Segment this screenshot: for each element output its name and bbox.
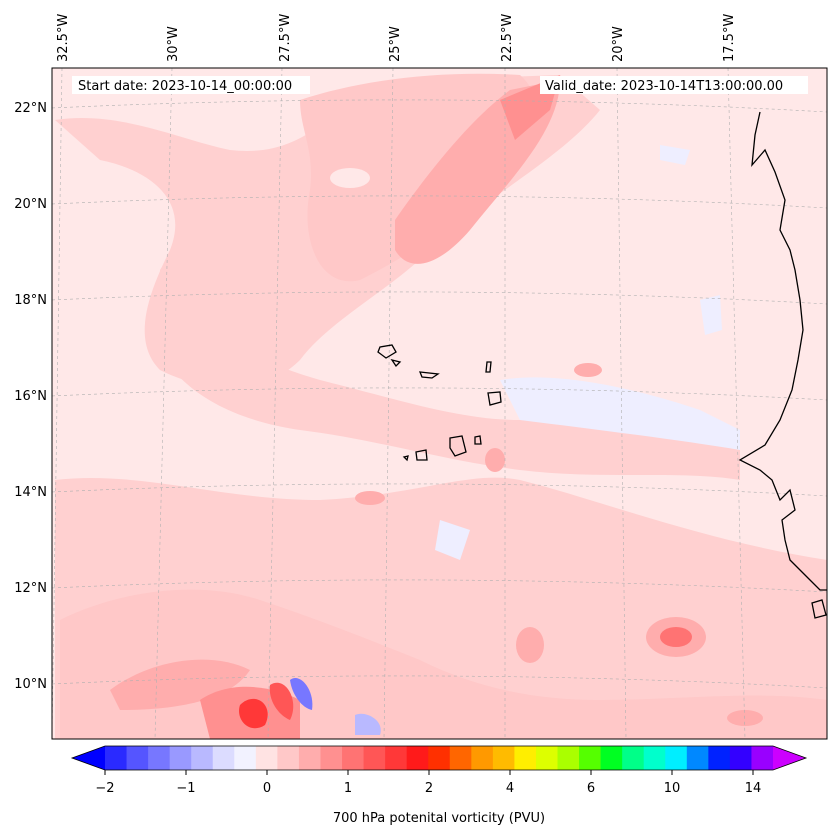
pv-region-south-core: [239, 698, 268, 729]
lat-label: 18°N: [14, 293, 47, 308]
colorbar-cell: [105, 746, 128, 770]
colorbar-cell: [277, 746, 300, 770]
colorbar-tick-label: 6: [587, 781, 595, 796]
lat-label: 22°N: [14, 101, 47, 116]
pv-region-blue-small: [355, 713, 381, 735]
lat-label: 10°N: [14, 677, 47, 692]
pv-region-blue-light-3: [700, 295, 722, 335]
colorbar-tick-label: −1: [176, 781, 195, 796]
colorbar-cell: [148, 746, 171, 770]
island-santiago: [449, 435, 467, 457]
colorbar-cell: [298, 746, 321, 770]
colorbar-tick-label: 2: [425, 781, 433, 796]
longitude-labels: 32.5°W 30°W 27.5°W 25°W 22.5°W 20°W 17.5…: [56, 14, 737, 62]
colorbar-cell: [643, 746, 666, 770]
colorbar-tick-label: 1: [344, 781, 352, 796]
colorbar-cell: [363, 746, 386, 770]
colorbar-cell: [535, 746, 559, 770]
colorbar-cells: [105, 746, 774, 770]
pv-region-south-red-1: [110, 659, 250, 710]
africa-coastline: [738, 111, 827, 591]
colorbar-cell: [212, 746, 235, 770]
colorbar-cell: [729, 746, 752, 770]
colorbar-cell: [471, 746, 494, 770]
coastlines: [377, 111, 827, 619]
pv-region-blue-light-2: [660, 145, 690, 165]
lat-label: 12°N: [14, 581, 47, 596]
pv-region-blue-light-4: [435, 520, 470, 560]
colorbar-cell: [191, 746, 214, 770]
pv-blob-4: [485, 448, 505, 472]
colorbar-cell: [579, 746, 602, 770]
lon-label: 32.5°W: [56, 14, 71, 62]
colorbar-cell: [320, 746, 343, 770]
colorbar-tick-label: 14: [745, 781, 762, 796]
pv-blob-5: [516, 627, 544, 663]
lat-label: 14°N: [14, 485, 47, 500]
lon-label: 17.5°W: [722, 14, 737, 62]
colorbar-cell: [600, 746, 623, 770]
colorbar-cell: [492, 746, 515, 770]
colorbar: −2 −1 0 1 2 4 6 10 14 700 hPa potenital …: [70, 745, 808, 826]
colorbar-tick-label: 0: [263, 781, 271, 796]
colorbar-label: 700 hPa potenital vorticity (PVU): [333, 811, 545, 826]
colorbar-cell: [622, 746, 645, 770]
island-maio: [474, 435, 482, 445]
pv-blob-3: [355, 491, 385, 505]
colorbar-cell: [751, 746, 774, 770]
colorbar-cell: [428, 746, 451, 770]
island-boa-vista: [487, 391, 502, 406]
start-date-box: [72, 76, 310, 94]
colorbar-ticks: [104, 770, 754, 775]
pv-contours: [55, 73, 827, 739]
island-sao-vicente: [390, 358, 402, 368]
colorbar-cell: [449, 746, 472, 770]
lon-label: 27.5°W: [278, 14, 293, 62]
lon-label: 20°W: [611, 26, 626, 62]
colorbar-cell: [686, 746, 709, 770]
colorbar-cell: [255, 746, 278, 770]
colorbar-cell: [342, 746, 365, 770]
pv-region-blue-light-1: [500, 377, 740, 450]
valid-date-box: [540, 76, 808, 94]
island-sal: [485, 361, 492, 373]
pv-blob-6: [727, 710, 763, 726]
lon-label: 22.5°W: [500, 14, 515, 62]
start-date-label: Start date: 2023-10-14_00:00:00: [78, 79, 292, 94]
pv-region-south-core-2: [269, 682, 294, 720]
valid-date-label: Valid_date: 2023-10-14T13:00:00.00: [545, 79, 783, 94]
graticule: [51, 67, 828, 740]
pv-blob-east-inner: [660, 627, 692, 647]
pv-hole-1: [330, 168, 370, 188]
guinea-islands: [811, 599, 827, 619]
map-frame: [51, 67, 828, 740]
colorbar-tick-label: 4: [506, 781, 514, 796]
colorbar-cell: [514, 746, 537, 770]
colorbar-cell: [406, 746, 429, 770]
pv-blob-2: [574, 363, 602, 377]
colorbar-tick-label: 10: [664, 781, 681, 796]
lat-label: 16°N: [14, 389, 47, 404]
colorbar-cell: [385, 746, 408, 770]
colorbar-cell: [557, 746, 580, 770]
colorbar-cell: [234, 746, 257, 770]
colorbar-tick-label: −2: [95, 781, 114, 796]
pv-region-blue-dipole: [290, 678, 313, 710]
colorbar-cell: [126, 746, 149, 770]
lon-label: 30°W: [166, 26, 181, 62]
latitude-labels: 22°N 20°N 18°N 16°N 14°N 12°N 10°N: [14, 101, 47, 692]
colorbar-cell: [708, 746, 731, 770]
island-fogo: [415, 449, 428, 461]
lat-label: 20°N: [14, 197, 47, 212]
island-sao-nicolau: [418, 371, 440, 379]
lon-label: 25°W: [388, 26, 403, 62]
colorbar-cell: [665, 746, 688, 770]
island-brava: [402, 455, 409, 462]
colorbar-max-extend: [773, 746, 806, 770]
colorbar-cell: [169, 746, 192, 770]
colorbar-min-extend: [72, 746, 105, 770]
island-santo-antao: [377, 344, 397, 359]
